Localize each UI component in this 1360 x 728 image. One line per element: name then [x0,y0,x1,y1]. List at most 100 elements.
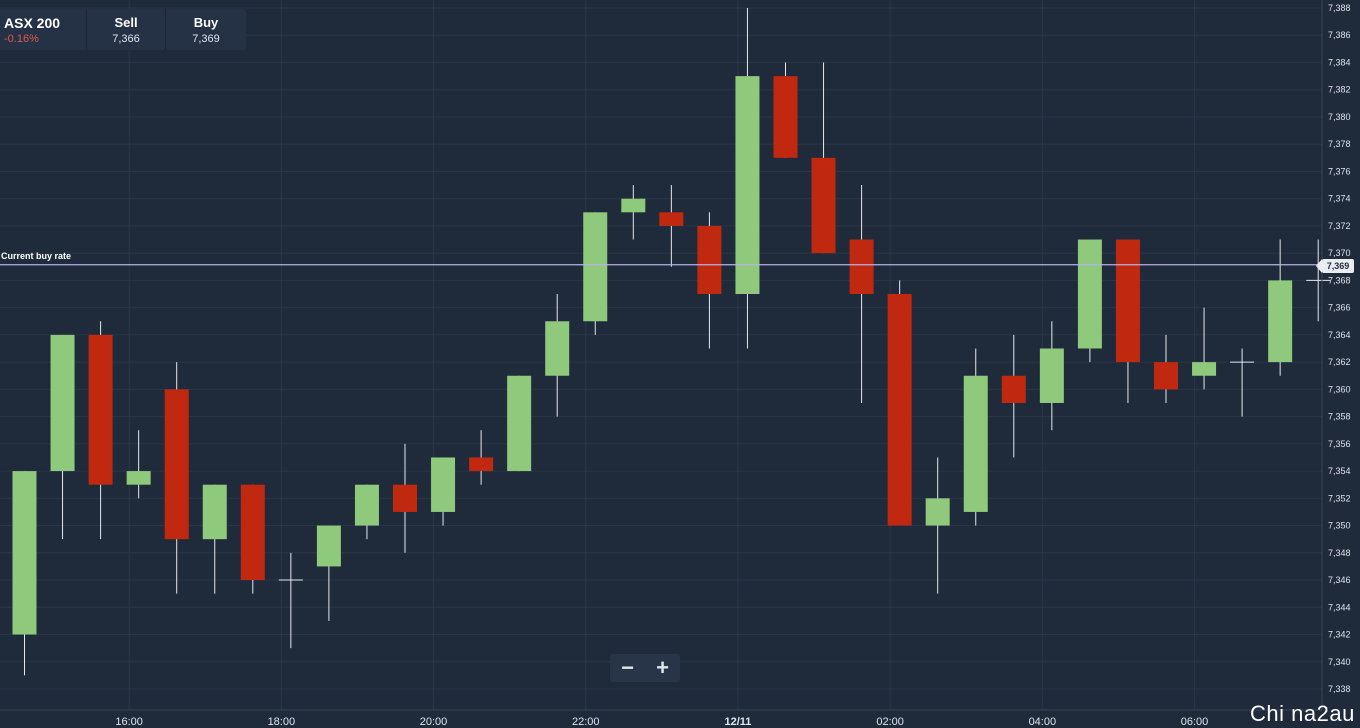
y-tick-label: 7,352 [1328,493,1351,503]
y-tick-label: 7,346 [1328,575,1351,585]
zoom-controls: − + [610,654,680,682]
candle-body [202,484,227,540]
candle-body [659,212,684,226]
bullish-candle [1077,239,1102,363]
bullish-candle [50,334,75,540]
candle-body [431,457,456,512]
bullish-candle [507,375,532,472]
candle-body [164,389,189,540]
sell-value: 7,366 [112,33,140,45]
x-tick-label: 12/11 [724,716,751,728]
candle-body [1001,375,1026,403]
candle-body [1268,280,1293,363]
candle-body [849,239,874,295]
instrument-change: -0.16% [4,33,39,45]
y-tick-label: 7,340 [1328,657,1351,667]
bearish-candle [393,443,417,553]
y-tick-label: 7,368 [1328,275,1351,285]
bullish-candle [583,212,608,335]
candle-body [1192,362,1217,376]
y-tick-label: 7,350 [1328,521,1351,531]
y-tick-label: 7,384 [1328,57,1351,67]
bullish-candle [735,8,760,349]
instrument-header: ASX 200 -0.16% Sell 7,366 Buy 7,369 [0,9,246,50]
bearish-candle [659,185,684,267]
candle-body [393,484,417,512]
y-tick-label: 7,338 [1328,684,1351,694]
candle-body [545,321,570,376]
current-price-tag: 7,369 [1316,259,1354,273]
candle-body [50,334,75,472]
bearish-candle [849,185,874,403]
candle-body [126,471,151,485]
bearish-candle [164,362,189,594]
doji-candle [1230,348,1255,417]
sell-label: Sell [114,15,138,30]
bullish-candle [1192,307,1217,390]
x-tick-label: 04:00 [1029,716,1057,728]
candle-body [697,225,722,295]
candle-body [925,498,950,526]
candle-body [773,76,798,158]
bearish-candle [1001,334,1026,458]
candle-body [88,334,113,485]
y-tick-label: 7,356 [1328,439,1351,449]
bearish-candle [469,430,494,485]
bullish-candle [621,185,646,240]
x-tick-label: 20:00 [420,716,448,728]
y-tick-label: 7,380 [1328,112,1351,122]
candle-body [1077,239,1102,349]
x-tick-label: 16:00 [115,716,143,728]
zoom-in-button[interactable]: + [656,655,669,680]
y-tick-label: 7,370 [1328,248,1351,258]
bullish-candle [316,525,341,621]
x-tick-label: 06:00 [1181,716,1209,728]
candle-body [12,471,37,635]
bearish-candle [773,62,798,158]
y-tick-label: 7,366 [1328,303,1351,313]
doji-candle [278,552,303,649]
x-tick-label: 02:00 [876,716,904,728]
bullish-candle [925,457,950,594]
current-buy-rate-label: Current buy rate [1,251,72,261]
bullish-candle [12,471,37,676]
y-tick-label: 7,386 [1328,30,1351,40]
bullish-candle [431,457,456,526]
y-tick-label: 7,388 [1328,3,1351,13]
instrument-info[interactable]: ASX 200 -0.16% [0,9,87,50]
zoom-out-button[interactable]: − [621,655,634,680]
buy-label: Buy [193,15,219,30]
candle-body [963,375,988,512]
bullish-candle [354,484,379,540]
candle-body [240,484,265,581]
candle-body [583,212,608,322]
buy-button[interactable]: Buy 7,369 [166,9,246,50]
instrument-name: ASX 200 [4,15,61,31]
doji-candle [1306,239,1331,322]
y-tick-label: 7,382 [1328,85,1351,95]
y-tick-label: 7,374 [1328,194,1351,204]
candle-body [811,157,836,254]
y-tick-label: 7,376 [1328,166,1351,176]
y-tick-label: 7,364 [1328,330,1351,340]
x-tick-label: 22:00 [572,716,600,728]
bullish-candle [1268,239,1293,376]
bearish-candle [1154,334,1178,403]
bearish-candle [697,212,722,349]
candle-body [1115,239,1140,363]
y-tick-label: 7,348 [1328,548,1351,558]
bullish-candle [545,294,570,417]
bearish-candle [1115,239,1140,403]
sell-button[interactable]: Sell 7,366 [87,9,166,50]
y-tick-label: 7,378 [1328,139,1351,149]
bullish-candle [963,348,988,526]
y-tick-label: 7,354 [1328,466,1351,476]
candle-body [887,294,912,526]
candle-body [354,484,379,526]
candle-body [316,525,341,567]
candle-body [1039,348,1064,403]
y-tick-label: 7,344 [1328,602,1351,612]
y-tick-label: 7,362 [1328,357,1351,367]
y-tick-label: 7,360 [1328,384,1351,394]
